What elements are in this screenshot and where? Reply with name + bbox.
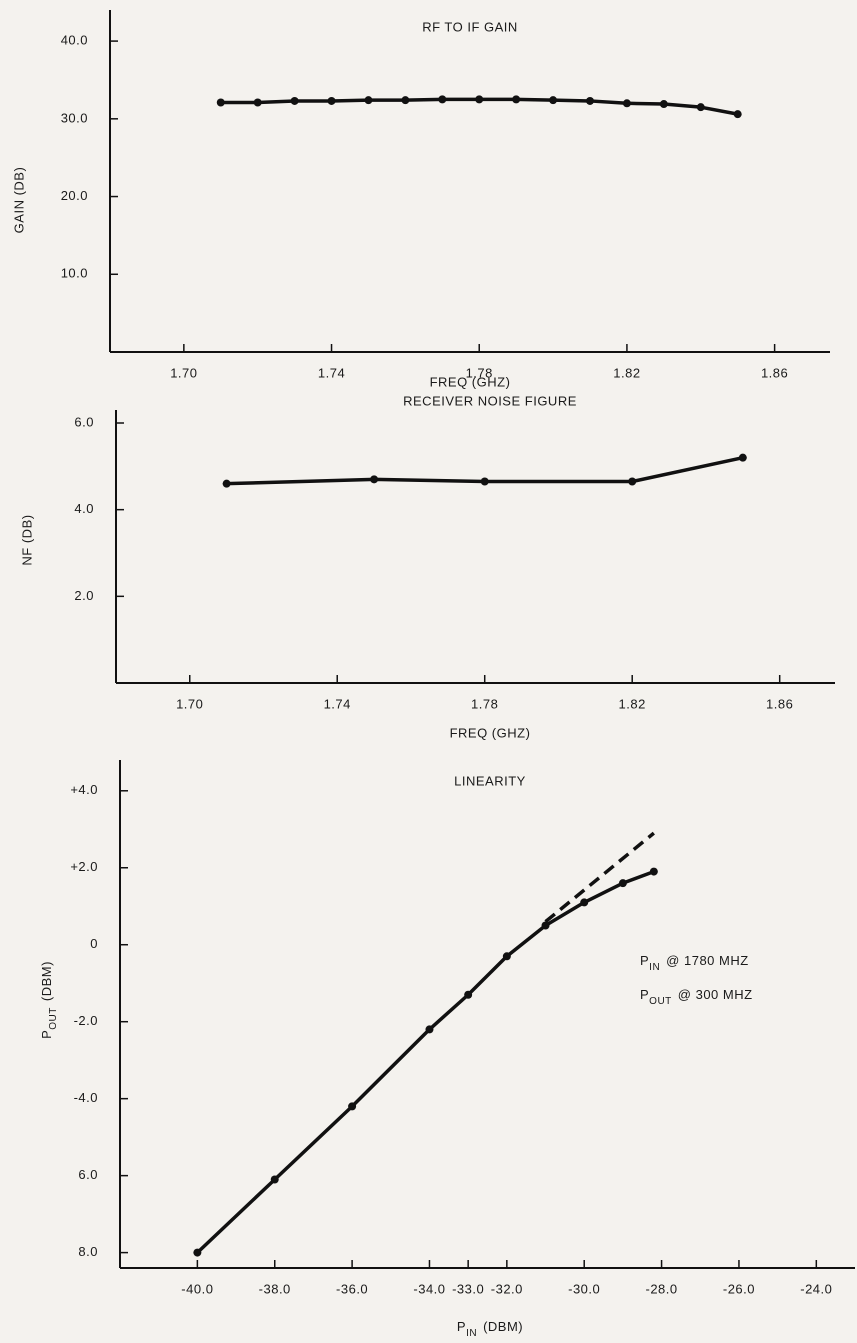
data-point [425,1025,434,1034]
data-point [549,96,558,105]
x-tick-label: -28.0 [646,1281,678,1296]
y-tick-label: 10.0 [61,266,88,281]
y-tick-label: 30.0 [61,110,88,125]
y-tick-label: 6.0 [78,1167,98,1182]
annotation-main: P [640,987,649,1002]
series-line [544,831,655,923]
annotation-sub: OUT [649,996,672,1007]
annotation: POUT @ 300 MHZ [640,987,753,1007]
x-tick-label: 1.86 [761,365,788,380]
data-point [401,96,410,105]
y-tick-label: 2.0 [74,588,94,603]
data-point [628,477,637,486]
y-tick-label: +2.0 [70,859,98,874]
data-point [541,921,550,930]
data-point [649,867,658,876]
y-tick-label: 40.0 [61,33,88,48]
data-point [512,95,521,104]
x-tick-label: 1.82 [613,365,640,380]
chart-title: RECEIVER NOISE FIGURE [403,393,577,408]
data-point [738,453,747,462]
data-point [475,95,484,104]
y-tick-label: 0 [90,936,98,951]
x-tick-label: -32.0 [491,1281,523,1296]
x-tick-label: 1.82 [619,696,646,711]
x-tick-label: -30.0 [568,1281,600,1296]
data-point [348,1102,357,1111]
data-point [696,103,705,112]
y-tick-label: +4.0 [70,782,98,797]
data-point [222,479,231,488]
data-point [370,475,379,484]
annotation-text: @ 300 MHZ [678,987,753,1002]
data-point [659,100,668,109]
x-tick-label: -26.0 [723,1281,755,1296]
y-axis-label: NF (DB) [19,514,34,565]
data-point [622,99,631,108]
data-point [193,1248,202,1257]
data-point [438,95,447,104]
y-tick-label: 4.0 [74,501,94,516]
annotation-text: @ 1780 MHZ [666,953,749,968]
x-axis-label-sub: IN [466,1328,477,1339]
data-point [270,1175,279,1184]
x-axis-label: PIN (DBM) [457,1319,523,1339]
data-point [733,110,742,119]
data-point [364,96,373,105]
y-tick-label: 20.0 [61,188,88,203]
annotation-main: P [640,953,649,968]
x-axis-label: FREQ (GHZ) [430,374,511,389]
annotation: PIN @ 1780 MHZ [640,953,749,973]
x-tick-label: 1.86 [766,696,793,711]
series-line [196,869,655,1254]
y-axis-label: POUT (DBM) [39,961,59,1039]
y-axis-label: GAIN (DB) [11,167,26,234]
annotation-sub: IN [649,962,660,973]
chart-title: RF TO IF GAIN [422,19,518,34]
y-axis-label-text: (DBM) [39,961,54,1001]
data-point [464,990,473,999]
x-axis-label-text: (DBM) [483,1319,523,1334]
x-tick-label: -33.0 [452,1281,484,1296]
x-tick-label: 1.70 [176,696,203,711]
data-point [586,96,594,105]
y-tick-label: 6.0 [74,414,94,429]
x-tick-label: -34.0 [413,1281,445,1296]
chart-title: LINEARITY [454,773,526,788]
x-tick-label: 1.74 [324,696,351,711]
x-axis-label: FREQ (GHZ) [450,725,531,740]
data-point [502,952,511,961]
x-tick-label: 1.70 [170,365,197,380]
data-point [580,898,589,907]
x-tick-label: -40.0 [181,1281,213,1296]
x-axis-label-main: P [457,1319,466,1334]
data-point [216,98,225,107]
data-point [290,96,299,105]
x-tick-label: -38.0 [259,1281,291,1296]
y-axis-label-sub: OUT [48,1007,59,1030]
data-point [327,96,336,105]
data-point [480,477,489,486]
y-tick-label: -4.0 [74,1090,98,1105]
x-tick-label: 1.78 [466,365,493,380]
x-tick-label: -36.0 [336,1281,368,1296]
y-tick-label: -2.0 [74,1013,98,1028]
data-point [253,98,262,107]
y-tick-label: 8.0 [78,1244,98,1259]
data-point [618,879,627,888]
x-tick-label: -24.0 [800,1281,832,1296]
x-tick-label: 1.78 [471,696,498,711]
y-axis-label-main: P [39,1030,54,1039]
x-tick-label: 1.74 [318,365,345,380]
